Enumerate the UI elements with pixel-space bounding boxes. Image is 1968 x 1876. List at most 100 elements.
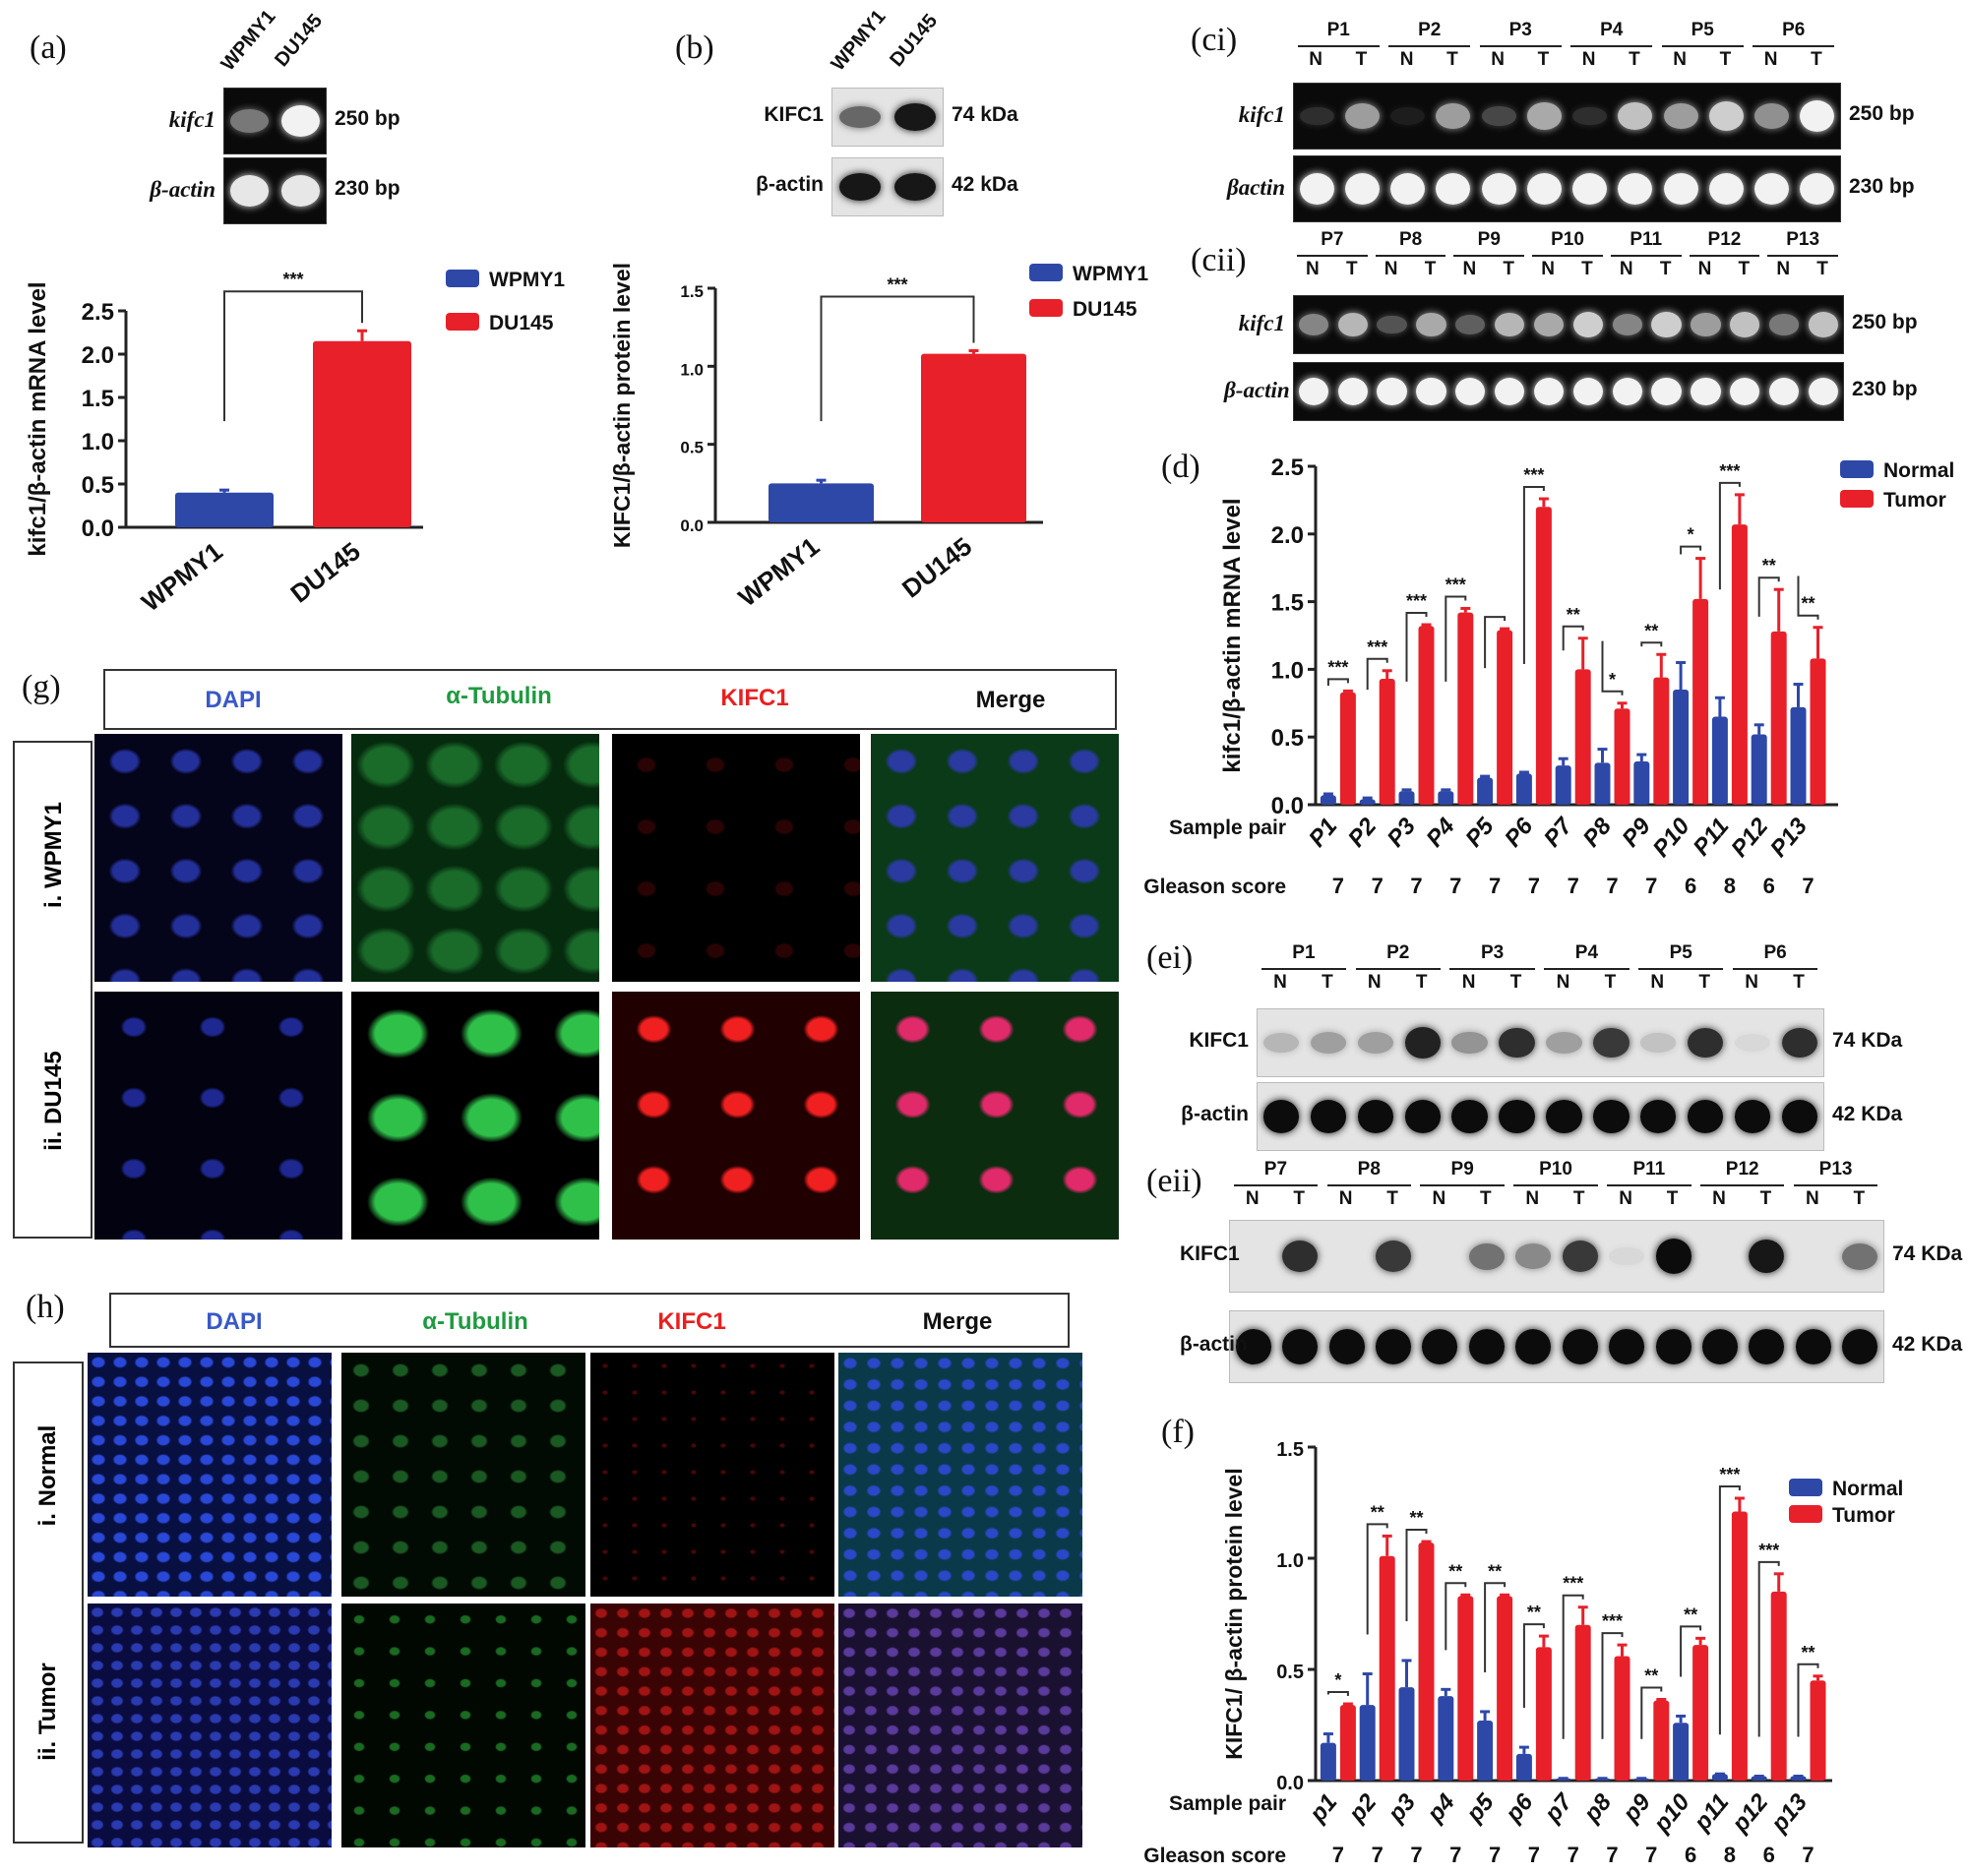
lane-label: T xyxy=(1816,259,1828,279)
band xyxy=(1337,312,1368,337)
size-label: 42 kDa xyxy=(952,173,1018,196)
x-tick-label: DU145 xyxy=(896,531,977,603)
pair-header: P13 xyxy=(1786,229,1820,250)
band xyxy=(1749,1239,1785,1274)
pair-header: P7 xyxy=(1263,1159,1288,1180)
x-tick-label: p11 xyxy=(1689,1789,1735,1837)
pair-header: P5 xyxy=(1669,942,1692,963)
band xyxy=(1481,105,1516,127)
significance-stars: *** xyxy=(1445,575,1466,594)
lane-label: T xyxy=(1509,972,1522,993)
significance-bracket xyxy=(1797,575,1819,620)
pair-underline xyxy=(1638,968,1724,970)
y-tick-label: 0.5 xyxy=(1271,725,1304,752)
row-label: kifc1 xyxy=(1238,102,1285,127)
band xyxy=(838,105,882,129)
column-title-tubulin: α-Tubulin xyxy=(446,683,552,709)
pair-header: P11 xyxy=(1630,229,1663,250)
y-axis-label: kifc1/β-actin mRNA level xyxy=(1219,498,1246,772)
band xyxy=(1515,1243,1552,1269)
band xyxy=(1593,1100,1630,1133)
band xyxy=(1562,1241,1598,1272)
bar-normal xyxy=(1477,777,1494,805)
band xyxy=(1468,1329,1505,1364)
lane-label: N xyxy=(1306,259,1320,279)
row-label-du145: ii. DU145 xyxy=(40,1051,67,1151)
blot-strip xyxy=(1257,1008,1824,1077)
significance-stars: ** xyxy=(1567,605,1580,625)
row-label: KIFC1 xyxy=(1180,1242,1240,1265)
lane-label: T xyxy=(1719,49,1732,70)
lane-label: N xyxy=(1776,259,1791,279)
bar-tumor xyxy=(1418,626,1435,805)
pair-underline xyxy=(1420,1184,1505,1186)
lane-label: N xyxy=(1338,1188,1353,1209)
band xyxy=(1754,103,1790,129)
panel-label-g: (g) xyxy=(22,669,61,705)
band xyxy=(1377,315,1407,334)
x-tick-label: p9 xyxy=(1618,1788,1657,1828)
size-label: 74 kDa xyxy=(952,103,1018,126)
significance-bracket xyxy=(1797,1663,1819,1737)
lane-label: N xyxy=(1273,972,1287,993)
legend-swatch-du145 xyxy=(446,313,479,331)
significance-stars: *** xyxy=(1563,1574,1583,1594)
blot-strip xyxy=(1257,1082,1824,1151)
x-tick-label: P11 xyxy=(1689,814,1735,862)
lane-label: N xyxy=(1432,1188,1446,1209)
gleason-score: 7 xyxy=(1645,874,1657,898)
significance-stars: ** xyxy=(1644,621,1658,640)
panel-label-a: (a) xyxy=(30,30,67,66)
band xyxy=(1468,1242,1505,1270)
column-title-merge: Merge xyxy=(922,1308,993,1335)
band xyxy=(1640,1100,1677,1133)
x-tick-label: p7 xyxy=(1539,1787,1578,1828)
pair-header: P1 xyxy=(1326,20,1350,40)
panel-label-eii: (eii) xyxy=(1146,1163,1202,1199)
lane-label: N xyxy=(1763,49,1778,70)
legend-swatch-wpmy1 xyxy=(1029,264,1063,281)
panel-label-ci: (ci) xyxy=(1191,22,1238,58)
lane-label: T xyxy=(1629,49,1640,70)
pair-header: P6 xyxy=(1782,20,1806,40)
significance-bracket xyxy=(223,290,363,422)
y-axis-label: KIFC1/ β-actin protein level xyxy=(1221,1468,1247,1759)
band xyxy=(1701,1329,1738,1364)
band xyxy=(1708,101,1744,131)
band xyxy=(1609,1329,1645,1364)
size-label: 230 bp xyxy=(1852,378,1918,400)
row-label: βactin xyxy=(1226,175,1285,200)
lane-label: T xyxy=(1537,49,1550,70)
band xyxy=(1495,312,1525,337)
lane-label: N xyxy=(1745,972,1758,993)
band xyxy=(893,103,937,131)
pair-header: P12 xyxy=(1707,229,1742,250)
row-label: β-actin xyxy=(1181,1103,1249,1125)
x-tick-label: P8 xyxy=(1578,813,1618,852)
significance-stars: *** xyxy=(1602,1611,1623,1631)
significance-bracket xyxy=(1562,1594,1584,1739)
significance-stars: *** xyxy=(1719,461,1740,481)
gleason-score: 7 xyxy=(1489,1843,1501,1867)
significance-bracket xyxy=(1601,1632,1624,1739)
bar-tumor xyxy=(1339,692,1356,805)
significance-bracket xyxy=(1484,616,1507,669)
micrograph-h-1-kifc1 xyxy=(590,1353,834,1597)
significance-stars: ** xyxy=(1371,1502,1384,1522)
band xyxy=(1262,1100,1300,1133)
micrograph-h-2-dapi xyxy=(88,1604,332,1847)
band xyxy=(230,175,270,207)
micrograph-g-2-merge xyxy=(871,992,1119,1240)
gleason-score: 7 xyxy=(1489,874,1501,898)
y-tick-label: 1.5 xyxy=(82,386,114,412)
pair-header: P13 xyxy=(1818,1159,1853,1180)
band xyxy=(1691,313,1721,336)
gleason-score: 6 xyxy=(1685,874,1696,898)
lane-label: T xyxy=(1572,1188,1585,1209)
bar-normal xyxy=(1790,1776,1807,1781)
x-tick-label: WPMY1 xyxy=(136,536,228,617)
panel-label-cii: (cii) xyxy=(1191,242,1247,278)
band xyxy=(1298,377,1329,406)
legend-label: DU145 xyxy=(489,312,554,334)
bar-tumor xyxy=(1810,1680,1826,1781)
